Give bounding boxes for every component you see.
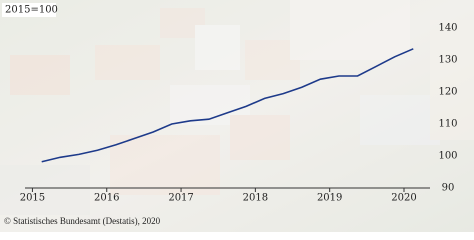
chart: 2015=100 © Statistisches Bundesamt (Dest… xyxy=(0,0,474,232)
y-tick-label: 140 xyxy=(438,23,457,34)
x-tick-label: 2016 xyxy=(94,193,119,204)
x-tick-label: 2015 xyxy=(20,193,45,204)
y-tick-label: 120 xyxy=(438,87,457,98)
y-tick-label: 130 xyxy=(438,55,457,66)
source: © Statistisches Bundesamt (Destatis), 20… xyxy=(4,216,161,226)
y-tick-label: 110 xyxy=(438,119,457,130)
y-tick-label: 90 xyxy=(442,183,455,194)
base-box xyxy=(2,3,56,17)
x-tick-label: 2020 xyxy=(391,193,416,204)
y-tick-label: 100 xyxy=(438,151,457,162)
base-label: 2015=100 xyxy=(5,5,58,16)
x-tick-label: 2017 xyxy=(168,193,193,204)
x-tick-label: 2019 xyxy=(317,193,342,204)
x-tick-label: 2018 xyxy=(243,193,268,204)
line xyxy=(41,48,414,163)
overlay xyxy=(0,0,474,232)
